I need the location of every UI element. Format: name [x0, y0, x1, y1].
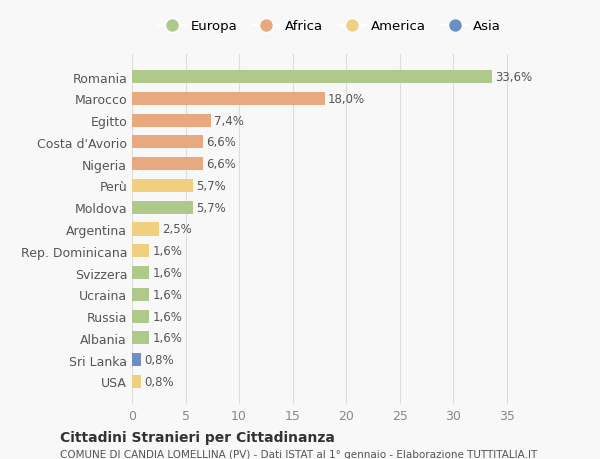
Text: 33,6%: 33,6% [495, 71, 532, 84]
Text: 1,6%: 1,6% [152, 245, 182, 257]
Bar [132, 310, 149, 323]
Text: COMUNE DI CANDIA LOMELLINA (PV) - Dati ISTAT al 1° gennaio - Elaborazione TUTTIT: COMUNE DI CANDIA LOMELLINA (PV) - Dati I… [60, 449, 537, 459]
Bar [132, 201, 193, 214]
Text: 0,8%: 0,8% [144, 375, 173, 388]
Bar [132, 158, 203, 171]
Bar [132, 114, 211, 128]
Legend: Europa, Africa, America, Asia: Europa, Africa, America, Asia [155, 17, 505, 37]
Text: 1,6%: 1,6% [152, 310, 182, 323]
Text: 1,6%: 1,6% [152, 288, 182, 301]
Text: 2,5%: 2,5% [162, 223, 192, 236]
Text: 5,7%: 5,7% [196, 179, 226, 192]
Bar [132, 353, 140, 366]
Bar [132, 266, 149, 280]
Text: 6,6%: 6,6% [206, 136, 236, 149]
Text: 1,6%: 1,6% [152, 331, 182, 345]
Text: 1,6%: 1,6% [152, 267, 182, 280]
Bar [132, 179, 193, 193]
Text: 5,7%: 5,7% [196, 202, 226, 214]
Bar [132, 136, 203, 149]
Bar [132, 71, 491, 84]
Bar [132, 375, 140, 388]
Bar [132, 93, 325, 106]
Bar [132, 223, 159, 236]
Text: 7,4%: 7,4% [214, 114, 244, 128]
Text: 18,0%: 18,0% [328, 93, 365, 106]
Bar [132, 331, 149, 345]
Bar [132, 245, 149, 258]
Text: 6,6%: 6,6% [206, 158, 236, 171]
Text: 0,8%: 0,8% [144, 353, 173, 366]
Text: Cittadini Stranieri per Cittadinanza: Cittadini Stranieri per Cittadinanza [60, 430, 335, 444]
Bar [132, 288, 149, 301]
